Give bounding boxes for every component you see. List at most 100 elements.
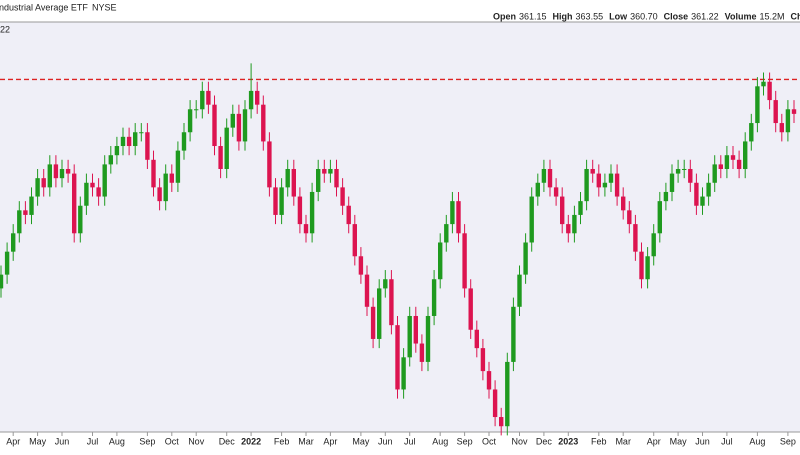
candle-body — [395, 325, 400, 390]
candle-body — [255, 90, 260, 105]
candle-body — [358, 256, 364, 275]
candle-body — [724, 155, 730, 169]
x-tick-label: Dec — [536, 436, 553, 446]
candle-body — [0, 274, 4, 289]
candle-body — [248, 90, 254, 110]
x-tick-label: Sep — [457, 436, 473, 446]
candle-body — [322, 168, 327, 174]
x-tick-label: Nov — [511, 436, 528, 446]
candle-body — [730, 155, 736, 160]
candle-body — [456, 201, 461, 234]
candle-body — [572, 214, 577, 234]
candle-body — [389, 279, 394, 326]
candle-body — [438, 242, 443, 280]
candle-body — [108, 155, 113, 165]
candle-body — [84, 182, 89, 206]
candle-body — [309, 191, 315, 234]
candle-body — [102, 164, 107, 197]
candle-body — [749, 123, 754, 142]
x-tick-label: Jun — [55, 436, 70, 446]
candle-body — [419, 343, 425, 362]
plot-background — [0, 22, 800, 432]
candle-body — [297, 196, 303, 225]
candle-body — [535, 182, 540, 197]
candle-body — [194, 109, 199, 111]
candle-body — [139, 132, 144, 134]
candle-body — [279, 187, 284, 215]
candle-body — [492, 389, 498, 418]
candle-body — [303, 224, 309, 234]
candle-body — [675, 168, 681, 174]
stat-label: High — [553, 11, 573, 21]
x-tick-label: Aug — [749, 436, 765, 446]
candle-body — [529, 196, 534, 243]
stat-label: Volume — [725, 11, 757, 21]
candle-body — [657, 201, 662, 234]
x-tick-label: May — [352, 436, 370, 446]
stat-label: Ch — [791, 11, 800, 21]
candle-body — [187, 109, 193, 133]
exchange: NYSE — [92, 2, 117, 12]
candle-body — [291, 168, 296, 197]
candle-body — [364, 274, 370, 307]
candle-body — [377, 288, 382, 339]
stats: Open 361.15 High 363.55 Low 360.70 Close 361.22… — [493, 11, 800, 21]
candle-body — [273, 187, 278, 215]
stat-label: Close — [664, 11, 689, 21]
candle-body — [285, 168, 290, 188]
candle-body — [645, 256, 650, 280]
x-tick-label: Dec — [219, 436, 236, 446]
candle-body — [682, 168, 687, 170]
candle-body — [120, 136, 126, 147]
stat-value: 361.15 — [519, 11, 547, 21]
candle-body — [370, 306, 376, 339]
candle-body — [47, 164, 52, 188]
candle-body — [499, 417, 504, 427]
candle-body — [431, 279, 437, 316]
x-tick-label: Apr — [6, 436, 20, 446]
x-tick-label: 2023 — [558, 436, 578, 446]
candle-body — [547, 168, 553, 188]
candle-body — [651, 233, 656, 257]
candle-body — [718, 164, 723, 169]
candle-body — [328, 168, 333, 174]
x-tick-label: Aug — [432, 436, 448, 446]
candle-body — [706, 182, 711, 197]
candle-body — [767, 81, 772, 101]
candle-body — [590, 168, 595, 174]
stat-label: Open — [493, 11, 516, 21]
candle-body — [401, 357, 406, 390]
x-tick-label: Apr — [647, 436, 661, 446]
candle-body — [736, 159, 742, 169]
stat-value: 361.22 — [691, 11, 719, 21]
stat-value: 360.70 — [630, 11, 658, 21]
candle-body — [743, 141, 748, 169]
x-tick-label: Mar — [615, 436, 631, 446]
x-tick-label: Sep — [139, 436, 155, 446]
x-tick-label: Aug — [109, 436, 125, 446]
candle-body — [688, 168, 693, 183]
candle-body — [566, 224, 571, 234]
candle-body — [157, 187, 162, 202]
stat-value: 15.2M — [760, 11, 785, 21]
candle-body — [352, 224, 357, 257]
candle-body — [212, 104, 217, 147]
candle-body — [29, 196, 34, 215]
candle-body — [236, 113, 242, 142]
candle-body — [59, 168, 65, 179]
candle-body — [596, 173, 601, 188]
candle-body — [41, 178, 46, 188]
candle-body — [133, 132, 138, 147]
candle-body — [4, 251, 10, 275]
x-tick-label: Mar — [298, 436, 314, 446]
candle-body — [462, 233, 467, 289]
candle-body — [230, 113, 235, 128]
candle-body — [53, 164, 59, 179]
candle-body — [126, 136, 132, 147]
candle-body — [669, 173, 675, 192]
candle-body — [755, 86, 760, 124]
x-tick-label: Jun — [378, 436, 393, 446]
candle-body — [633, 224, 638, 252]
candle-body — [169, 173, 174, 183]
